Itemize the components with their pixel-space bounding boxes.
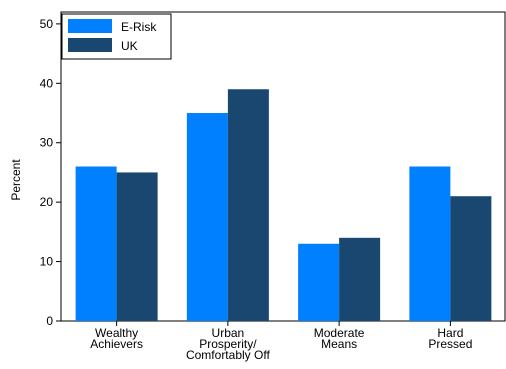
bar-uk: [227, 89, 269, 321]
y-tick-label: 50: [40, 17, 54, 31]
x-axis: Wealthy Achievers Urban Prosperity/Comforta…: [90, 321, 472, 362]
bar-e-risk: [75, 166, 117, 321]
plot-frame: [60, 11, 506, 322]
legend-label: E-Risk: [121, 20, 157, 34]
y-tick-label: 10: [40, 255, 54, 269]
bar-uk: [450, 196, 492, 321]
x-tick-label: Urban Prosperity/Comfortably Off: [186, 326, 270, 362]
legend-swatch: [68, 19, 112, 33]
bar-e-risk: [186, 113, 228, 322]
legend-swatch: [68, 38, 112, 52]
bar-e-risk: [298, 243, 340, 321]
legend-label: UK: [121, 39, 138, 53]
bars: [75, 89, 492, 322]
y-axis-label: Percent: [9, 159, 23, 201]
y-tick-label: 30: [40, 136, 54, 150]
legend: E-Risk UK: [61, 13, 172, 60]
y-tick-label: 0: [46, 314, 53, 328]
bar-uk: [116, 172, 158, 321]
bar-uk: [339, 237, 381, 321]
x-tick-label: Hard Pressed: [428, 326, 472, 351]
y-tick-label: 40: [40, 76, 54, 90]
y-axis: 0 10 20 30 40 50: [40, 11, 506, 328]
x-tick-label: Wealthy Achievers: [90, 326, 143, 351]
bar-e-risk: [409, 166, 451, 321]
y-tick-label: 20: [40, 195, 54, 209]
x-tick-label: Moderate Means: [314, 326, 365, 351]
